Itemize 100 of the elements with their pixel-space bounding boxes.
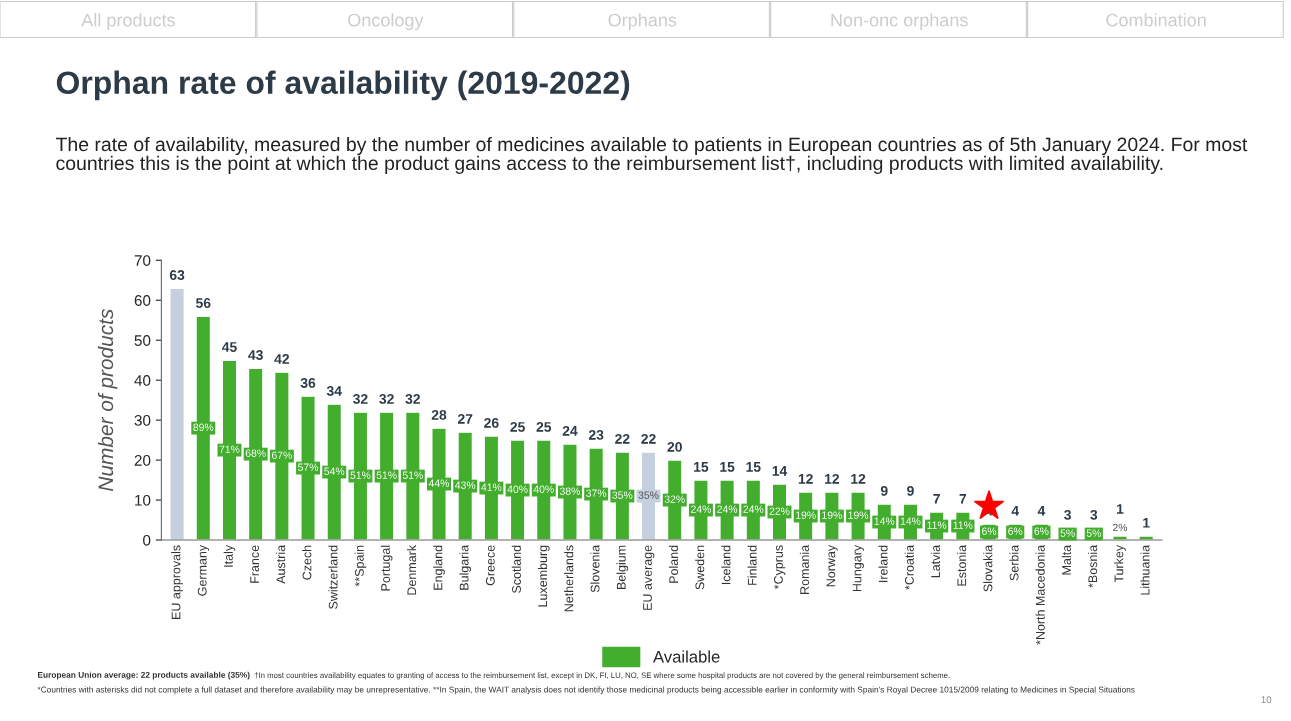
x-tick-label: *Cyprus xyxy=(774,545,786,590)
data-label: 25 xyxy=(536,421,552,432)
x-tick-label: Germany xyxy=(197,544,210,596)
text: 24% xyxy=(717,505,738,513)
text: 89% xyxy=(193,423,214,431)
data-label: 7 xyxy=(933,494,940,504)
y-tick-label: 60 xyxy=(134,295,151,306)
x-tick-label: Hungary xyxy=(852,544,864,592)
chart-title: Orphan rate of availability (2019-2022) xyxy=(56,70,630,101)
text: 24% xyxy=(743,505,764,513)
data-label: 25 xyxy=(510,421,525,432)
y-tick-label: 10 xyxy=(135,494,151,506)
y-tick-label: 70 xyxy=(134,255,151,266)
data-label: 28 xyxy=(431,409,447,420)
text: 40% xyxy=(533,485,554,493)
x-tick-label: Turkey xyxy=(1114,544,1126,583)
data-label: 3 xyxy=(1064,509,1071,520)
x-tick-label: Estonia xyxy=(957,544,967,586)
x-tick-label: EU approvals xyxy=(171,545,183,619)
text: 38% xyxy=(559,487,581,495)
data-label: 32 xyxy=(379,394,394,404)
x-tick-label: *North Macedonia xyxy=(1035,544,1045,645)
text: European Union average: 22 products available (35%) xyxy=(38,671,250,680)
y-tick-label: 40 xyxy=(134,375,151,386)
data-label: 27 xyxy=(457,413,473,424)
x-tick-label: Scotland xyxy=(511,545,521,593)
text: 6% xyxy=(982,527,997,535)
x-tick-label: Bulgaria xyxy=(459,544,472,590)
x-tick-label: England xyxy=(433,545,445,590)
data-label: 23 xyxy=(588,429,604,440)
x-tick-label: Sweden xyxy=(695,545,705,590)
text: 6% xyxy=(1034,527,1049,535)
data-label: 12 xyxy=(851,473,866,484)
x-tick-label: Iceland xyxy=(721,545,731,585)
data-label: 43 xyxy=(248,350,263,360)
bar xyxy=(169,287,185,541)
text: 11% xyxy=(927,521,947,529)
text: 32% xyxy=(664,495,685,503)
x-tick-label: Slovenia xyxy=(590,544,600,593)
x-tick-label: Slovakia xyxy=(983,544,993,592)
x-tick-label: Finland xyxy=(747,545,757,585)
data-label: 12 xyxy=(825,473,840,484)
text: 71% xyxy=(219,445,240,453)
data-label: 34 xyxy=(326,386,342,396)
chart-subtitle: The rate of availability, measured by the number of medicines available to patients in European countries as of 5th January 2024. For most countries this is the point at which the product gains access to the reimbursement list†, including products with limited availability. xyxy=(55,136,1248,174)
x-tick-label: Lithuania xyxy=(1140,544,1150,595)
data-label: 20 xyxy=(667,441,682,452)
x-tick-label: Czech xyxy=(302,545,312,580)
text: 5% xyxy=(1060,529,1075,537)
text: 24% xyxy=(691,505,711,513)
x-tick-label: EU average xyxy=(643,545,655,610)
x-tick-label: Serbia xyxy=(1009,544,1019,581)
data-label: 45 xyxy=(221,342,237,352)
text: 67% xyxy=(271,451,292,459)
x-tick-label: Latvia xyxy=(930,544,941,578)
text: 44% xyxy=(428,479,450,487)
x-tick-label: Romania xyxy=(799,544,810,594)
text: 10 xyxy=(1261,696,1272,704)
x-tick-label: Belgium xyxy=(616,545,629,590)
text: *Countries with asterisks did not complete a full dataset and therefore availability may be unrepresentative. **In Spain, the WAIT analysis does not identify those medicinal products being accessible earlier in conformity with Spain's Royal Decree 1015/2009 relating to Medicines in Special Situations xyxy=(37,686,1135,695)
data-label: 63 xyxy=(169,270,185,280)
text: 40% xyxy=(507,485,528,493)
data-label: 15 xyxy=(694,462,709,472)
x-tick-label: France xyxy=(250,545,260,583)
data-label: 22 xyxy=(615,433,630,444)
x-tick-label: Greece xyxy=(485,545,495,586)
text: 51% xyxy=(402,471,423,479)
y-axis-title: Number of products xyxy=(97,309,118,491)
data-label: 3 xyxy=(1090,509,1098,520)
text: 51% xyxy=(376,471,397,479)
x-tick-label: *Bosnia xyxy=(1087,544,1098,588)
x-tick-label: Italy xyxy=(223,544,236,567)
text: 2% xyxy=(1112,523,1128,532)
text: 22% xyxy=(769,507,790,515)
data-label: 15 xyxy=(720,462,735,472)
text: 54% xyxy=(324,467,345,475)
text: 37% xyxy=(586,489,607,497)
x-tick-label: Switzerland xyxy=(328,545,338,609)
x-tick-label: Poland xyxy=(668,545,679,583)
text: 43% xyxy=(455,481,476,489)
x-tick-label: Denmark xyxy=(406,544,417,595)
x-tick-label: Netherlands xyxy=(564,545,574,612)
x-tick-label: Luxemburg xyxy=(537,545,550,607)
x-tick-label: Ireland xyxy=(878,545,888,582)
data-label: 32 xyxy=(405,394,420,404)
x-tick-label: Portugal xyxy=(380,545,393,591)
text: 35% xyxy=(612,491,633,499)
x-tick-label: Malta xyxy=(1061,544,1071,575)
data-label: 9 xyxy=(907,485,914,496)
data-label: 1 xyxy=(1117,504,1124,514)
text: 57% xyxy=(298,463,319,471)
data-label: 9 xyxy=(880,485,888,496)
text: 35% xyxy=(638,491,659,499)
text: 41% xyxy=(481,483,502,491)
data-label: 4 xyxy=(1011,506,1020,516)
text: 14% xyxy=(874,517,895,525)
data-label: 15 xyxy=(746,462,761,472)
text: 19% xyxy=(796,511,816,519)
data-label: 42 xyxy=(274,354,290,364)
data-label: 24 xyxy=(562,425,578,436)
